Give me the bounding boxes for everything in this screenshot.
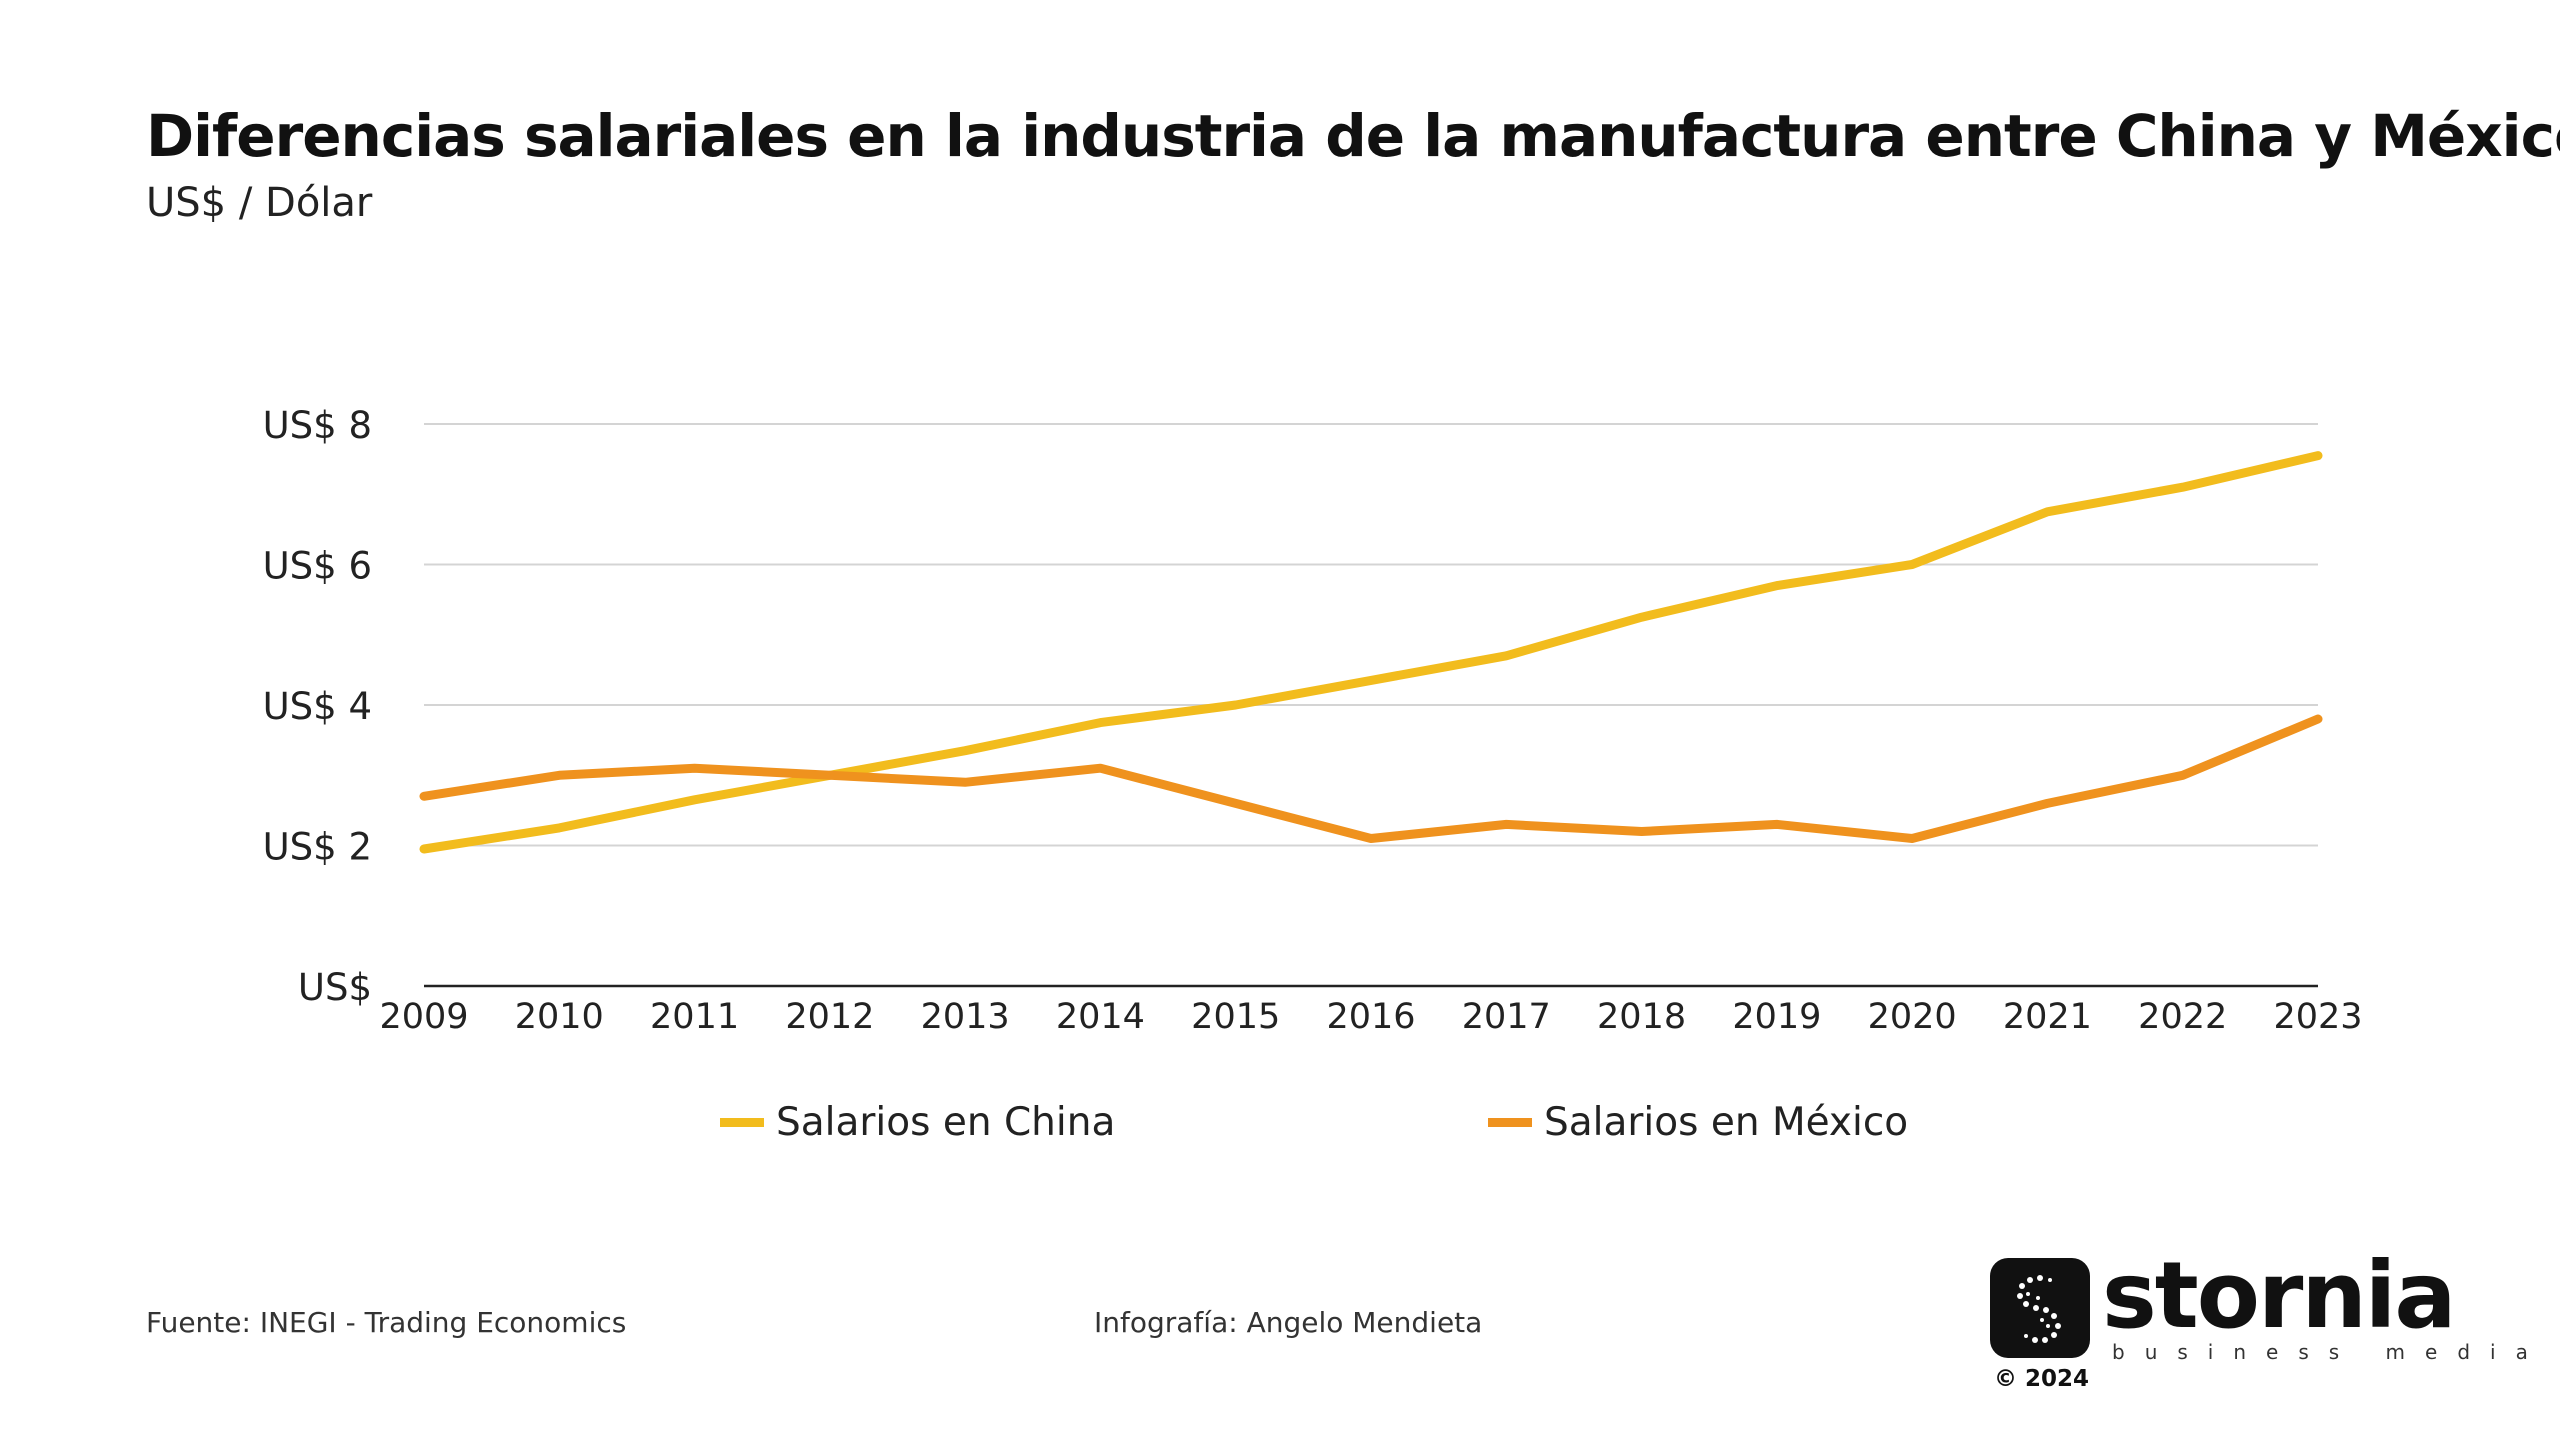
x-tick-label: 2021 (2003, 997, 2092, 1037)
legend-swatch-mexico (1488, 1118, 1532, 1127)
stornia-logo-icon (1990, 1258, 2090, 1358)
y-tick-label: US$ (298, 966, 372, 1009)
x-tick-label: 2019 (1732, 997, 1821, 1037)
y-tick-label: US$ 2 (263, 826, 372, 869)
x-tick-label: 2015 (1191, 997, 1280, 1037)
x-tick-label: 2014 (1056, 997, 1145, 1037)
legend-label-china: Salarios en China (776, 1100, 1116, 1145)
source-note: Fuente: INEGI - Trading Economics (146, 1306, 627, 1339)
x-tick-label: 2022 (2138, 997, 2227, 1037)
x-tick-label: 2017 (1462, 997, 1551, 1037)
logo-tagline: business media (2112, 1340, 2548, 1364)
chart-title: Diferencias salariales en la industria d… (146, 102, 2560, 170)
legend-label-mexico: Salarios en México (1544, 1100, 1909, 1145)
logo-wordmark: stornia (2102, 1242, 2456, 1349)
y-tick-label: US$ 8 (263, 404, 372, 447)
legend-swatch-china (720, 1118, 764, 1127)
x-tick-label: 2020 (1868, 997, 1957, 1037)
credit-note: Infografía: Angelo Mendieta (1094, 1306, 1483, 1339)
x-tick-label: 2009 (379, 997, 468, 1037)
chart-subtitle: US$ / Dólar (146, 180, 373, 226)
x-tick-label: 2016 (1326, 997, 1415, 1037)
x-tick-label: 2013 (921, 997, 1010, 1037)
x-tick-label: 2011 (650, 997, 739, 1037)
x-tick-label: 2018 (1597, 997, 1686, 1037)
x-tick-label: 2010 (515, 997, 604, 1037)
x-tick-label: 2023 (2273, 997, 2362, 1037)
y-tick-label: US$ 4 (263, 685, 372, 728)
y-tick-label: US$ 6 (263, 545, 372, 588)
series-line-mexico (419, 714, 2323, 843)
series-line-china (419, 451, 2323, 854)
x-tick-label: 2012 (785, 997, 874, 1037)
legend-item-china: Salarios en China (720, 1100, 1115, 1145)
legend-item-mexico: Salarios en México (1488, 1100, 1908, 1145)
copyright-note: © 2024 (1994, 1366, 2090, 1392)
